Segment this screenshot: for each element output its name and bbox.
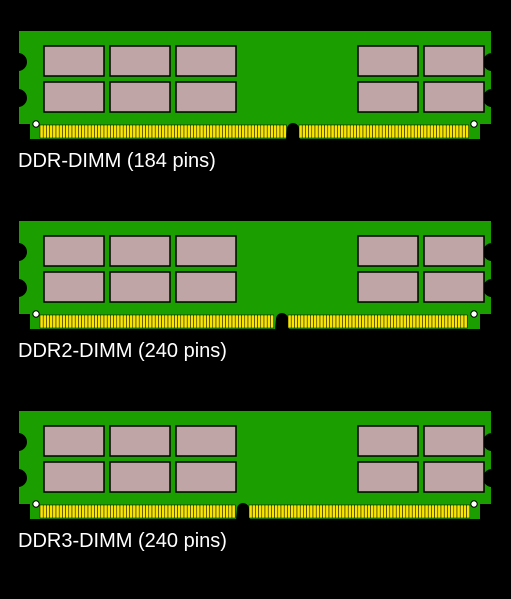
ram-module-ddr-dimm: DDR-DIMM (184 pins) [18, 30, 492, 140]
module-label: DDR-DIMM (184 pins) [18, 150, 216, 173]
ram-module-ddr3-dimm: DDR3-DIMM (240 pins) [18, 410, 492, 520]
pcb-graphic [18, 30, 492, 140]
pcb-graphic [18, 410, 492, 520]
module-label: DDR2-DIMM (240 pins) [18, 340, 227, 363]
module-label: DDR3-DIMM (240 pins) [18, 530, 227, 553]
ram-dimm-comparison-diagram: DDR-DIMM (184 pins) DDR2-DIMM (240 pins) D… [0, 0, 511, 599]
ram-module-ddr2-dimm: DDR2-DIMM (240 pins) [18, 220, 492, 330]
pcb-graphic [18, 220, 492, 330]
